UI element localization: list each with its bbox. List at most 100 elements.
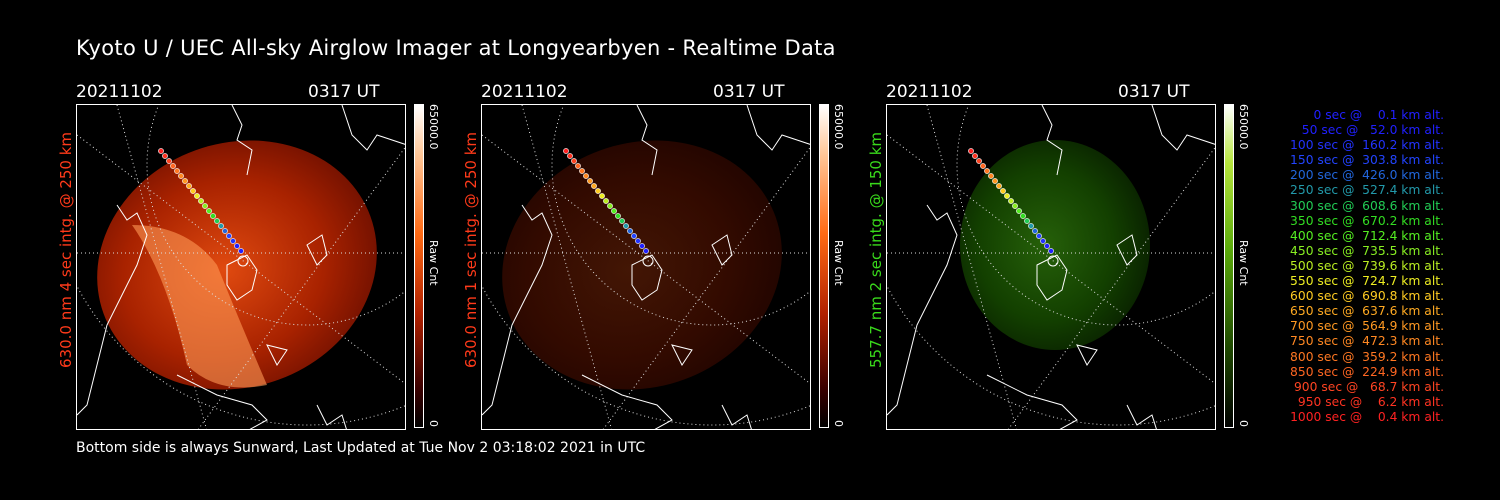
trajectory-point [222, 228, 228, 234]
trajectory-point [170, 163, 176, 169]
trajectory-point [603, 198, 609, 204]
page-title: Kyoto U / UEC All-sky Airglow Imager at … [76, 36, 836, 60]
legend-entry: 950 sec @ 6.2 km alt. [1297, 394, 1444, 409]
trajectory-point [238, 248, 244, 254]
trajectory-point [639, 243, 645, 249]
panel2-time: 0317 UT [713, 82, 785, 102]
trajectory-point [1024, 218, 1030, 224]
trajectory-point [206, 208, 212, 214]
trajectory-point [976, 158, 982, 164]
legend-entry: 300 sec @ 608.6 km alt. [1290, 198, 1444, 213]
trajectory-end-marker [642, 255, 654, 267]
panel1-colorbar-max: 65000.0 [427, 104, 440, 150]
trajectory-point [575, 163, 581, 169]
panel3-colorbar [1224, 104, 1234, 428]
trajectory-point [1048, 248, 1054, 254]
panel3-date: 20211102 [886, 82, 973, 102]
legend-entry: 200 sec @ 426.0 km alt. [1290, 168, 1444, 183]
panel3-colorbar-min: 0 [1237, 420, 1250, 427]
legend-entry: 150 sec @ 303.8 km alt. [1290, 153, 1444, 168]
trajectory-point [571, 158, 577, 164]
trajectory-point [1040, 238, 1046, 244]
trajectory-point [587, 178, 593, 184]
trajectory-point [635, 238, 641, 244]
trajectory-point [599, 193, 605, 199]
trajectory-point [162, 153, 168, 159]
legend-entry: 100 sec @ 160.2 km alt. [1290, 138, 1444, 153]
trajectory-point [643, 248, 649, 254]
legend-entry: 600 sec @ 690.8 km alt. [1290, 289, 1444, 304]
trajectory-point [607, 203, 613, 209]
trajectory-point [234, 243, 240, 249]
legend-entry: 650 sec @ 637.6 km alt. [1290, 304, 1444, 319]
panel3-colorbar-max: 65000.0 [1237, 104, 1250, 150]
trajectory-point [984, 168, 990, 174]
trajectory-point [166, 158, 172, 164]
trajectory-point [988, 173, 994, 179]
legend-entry: 850 sec @ 224.9 km alt. [1290, 364, 1444, 379]
trajectory-point [627, 228, 633, 234]
panel3-allsky-image [886, 104, 1216, 430]
trajectory-point [190, 188, 196, 194]
legend-entry: 900 sec @ 68.7 km alt. [1293, 379, 1444, 394]
trajectory-point [611, 208, 617, 214]
panel2-date: 20211102 [481, 82, 568, 102]
trajectory-point [972, 153, 978, 159]
trajectory-point [980, 163, 986, 169]
trajectory-legend: 0 sec @ 0.1 km alt. 50 sec @ 52.0 km alt.… [1290, 108, 1444, 425]
legend-entry: 550 sec @ 724.7 km alt. [1290, 274, 1444, 289]
trajectory-point [186, 183, 192, 189]
panel2-allsky-image [481, 104, 811, 430]
footer-note: Bottom side is always Sunward, Last Upda… [76, 440, 646, 456]
trajectory-point [996, 183, 1002, 189]
panel1-colorbar [414, 104, 424, 428]
trajectory-point [1004, 193, 1010, 199]
legend-entry: 50 sec @ 52.0 km alt. [1301, 123, 1444, 138]
legend-entry: 250 sec @ 527.4 km alt. [1290, 183, 1444, 198]
trajectory-point [214, 218, 220, 224]
trajectory-point [218, 223, 224, 229]
sky-disc [960, 140, 1150, 350]
panel1-allsky-image [76, 104, 406, 430]
panel1-colorbar-unit: Raw Cnt [427, 240, 440, 286]
panel2-colorbar-max: 65000.0 [832, 104, 845, 150]
panel2-ylabel: 630.0 nm 1 sec intg. @ 250 km [462, 131, 480, 368]
panel2-colorbar [819, 104, 829, 428]
legend-entry: 0 sec @ 0.1 km alt. [1313, 108, 1444, 122]
trajectory-point [615, 213, 621, 219]
panel2-colorbar-min: 0 [832, 420, 845, 427]
legend-entry: 700 sec @ 564.9 km alt. [1290, 319, 1444, 334]
panel1-colorbar-min: 0 [427, 420, 440, 427]
trajectory-point [583, 173, 589, 179]
legend-entry: 500 sec @ 739.6 km alt. [1290, 258, 1444, 273]
trajectory-point [178, 173, 184, 179]
trajectory-point [1044, 243, 1050, 249]
trajectory-point [174, 168, 180, 174]
legend-entry: 450 sec @ 735.5 km alt. [1290, 243, 1444, 258]
trajectory-point [1032, 228, 1038, 234]
trajectory-point [226, 233, 232, 239]
trajectory-point [198, 198, 204, 204]
trajectory-point [992, 178, 998, 184]
trajectory-point [230, 238, 236, 244]
trajectory-point [194, 193, 200, 199]
trajectory-point [595, 188, 601, 194]
panel1-ylabel: 630.0 nm 4 sec intg. @ 250 km [57, 131, 75, 368]
legend-entry: 350 sec @ 670.2 km alt. [1290, 213, 1444, 228]
trajectory-point [1016, 208, 1022, 214]
panel2-colorbar-unit: Raw Cnt [832, 240, 845, 286]
trajectory-point [1000, 188, 1006, 194]
trajectory-point [623, 223, 629, 229]
legend-entry: 400 sec @ 712.4 km alt. [1290, 228, 1444, 243]
trajectory-point [1028, 223, 1034, 229]
trajectory-point [619, 218, 625, 224]
trajectory-point [563, 148, 569, 154]
trajectory-point [567, 153, 573, 159]
trajectory-point [1008, 198, 1014, 204]
trajectory-point [1020, 213, 1026, 219]
aurora-band [132, 225, 267, 388]
trajectory-end-marker [1047, 255, 1059, 267]
trajectory-point [579, 168, 585, 174]
trajectory-point [968, 148, 974, 154]
panel1-date: 20211102 [76, 82, 163, 102]
